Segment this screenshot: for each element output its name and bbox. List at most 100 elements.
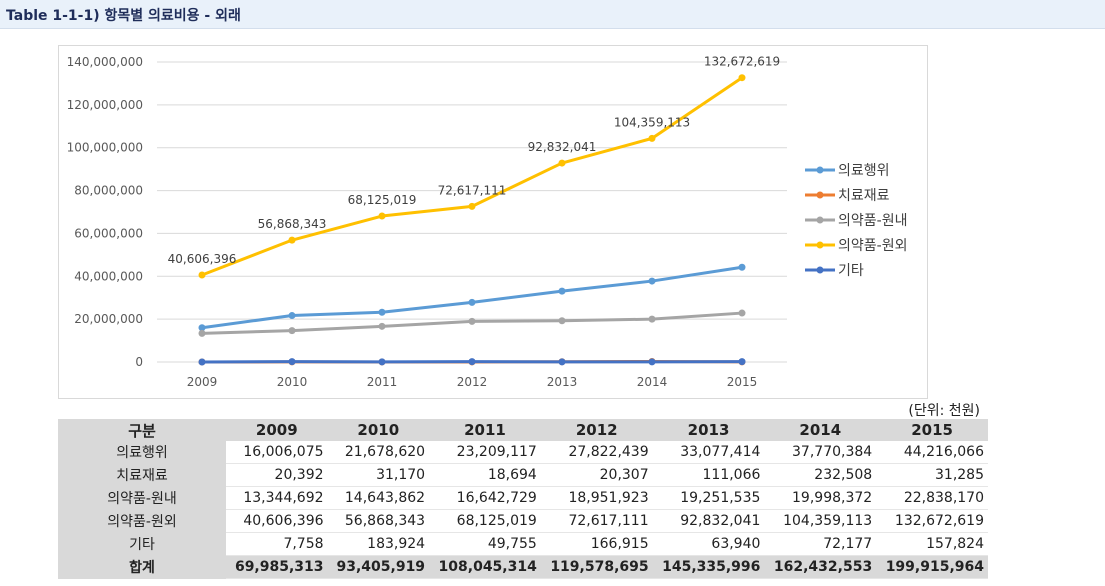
- legend-label: 의약품-원외: [838, 238, 907, 254]
- cell-value: 63,940: [652, 532, 765, 556]
- series-lines: [198, 74, 746, 366]
- cell-value: 20,307: [540, 463, 653, 487]
- data-point: [738, 358, 746, 366]
- data-point: [648, 277, 656, 285]
- data-point: [198, 324, 206, 332]
- header-year: 2009: [226, 419, 328, 441]
- data-point: [378, 322, 386, 330]
- data-point: [468, 202, 476, 210]
- data-label: 56,868,343: [258, 217, 327, 231]
- data-point: [198, 271, 206, 279]
- series-line: [201, 76, 743, 277]
- total-value: 145,335,996: [652, 555, 765, 579]
- total-label: 합계: [58, 555, 226, 579]
- data-point: [648, 358, 656, 366]
- cell-value: 68,125,019: [429, 509, 541, 533]
- header-category: 구분: [58, 419, 226, 441]
- cell-value: 33,077,414: [652, 441, 765, 464]
- data-label: 72,617,111: [438, 183, 507, 197]
- data-point: [288, 236, 296, 244]
- header-year: 2013: [652, 419, 765, 441]
- table-row: 의약품-원내 13,344,692 14,643,862 16,642,729 …: [58, 486, 988, 510]
- cell-value: 18,694: [429, 463, 541, 487]
- cell-value: 166,915: [540, 532, 653, 556]
- row-label: 의약품-원내: [58, 486, 226, 510]
- data-point: [198, 358, 206, 366]
- page-title: Table 1-1-1) 항목별 의료비용 - 외래: [6, 8, 241, 24]
- cell-value: 37,770,384: [764, 441, 877, 464]
- cell-value: 23,209,117: [429, 441, 541, 464]
- x-tick-label: 2013: [547, 375, 578, 389]
- table-header-row: 구분 2009 2010 2011 2012 2013 2014 2015: [58, 419, 988, 441]
- row-label: 의료행위: [58, 441, 226, 464]
- data-point: [558, 317, 566, 325]
- cell-value: 31,285: [876, 463, 988, 487]
- x-tick-label: 2010: [277, 375, 308, 389]
- total-value: 199,915,964: [876, 555, 988, 579]
- data-point: [558, 287, 566, 295]
- data-point: [738, 74, 746, 82]
- data-point: [738, 263, 746, 271]
- data-point: [558, 159, 566, 167]
- cell-value: 157,824: [876, 532, 988, 556]
- cell-value: 132,672,619: [876, 509, 988, 533]
- cell-value: 7,758: [226, 532, 328, 556]
- unit-note: (단위: 천원): [908, 403, 980, 419]
- table-row: 의료행위 16,006,075 21,678,620 23,209,117 27…: [58, 441, 988, 464]
- data-labels: 40,606,396 56,868,343 68,125,019 72,617,111…: [168, 55, 781, 266]
- y-tick-label: 40,000,000: [74, 269, 143, 283]
- cell-value: 16,642,729: [429, 486, 541, 510]
- y-tick-label: 120,000,000: [67, 98, 143, 112]
- cell-value: 21,678,620: [327, 441, 430, 464]
- y-axis: 0 20,000,000 40,000,000 60,000,000 80,000,00…: [67, 55, 143, 369]
- x-tick-label: 2014: [637, 375, 668, 389]
- legend-marker: [816, 241, 824, 249]
- data-point: [738, 309, 746, 317]
- cell-value: 31,170: [327, 463, 430, 487]
- header-year: 2011: [429, 419, 541, 441]
- x-tick-label: 2012: [457, 375, 488, 389]
- y-tick-label: 140,000,000: [67, 55, 143, 69]
- cell-value: 111,066: [652, 463, 765, 487]
- cell-value: 44,216,066: [876, 441, 988, 464]
- legend-marker: [816, 166, 824, 174]
- legend-label: 의료행위: [838, 163, 890, 179]
- cell-value: 104,359,113: [764, 509, 877, 533]
- data-point: [378, 308, 386, 316]
- table-row: 기타 7,758 183,924 49,755 166,915 63,940 7…: [58, 532, 988, 556]
- cell-value: 13,344,692: [226, 486, 328, 510]
- data-point: [648, 134, 656, 142]
- y-tick-label: 0: [135, 355, 143, 369]
- data-label: 104,359,113: [614, 115, 690, 129]
- legend-label: 의약품-원내: [838, 213, 907, 229]
- header-year: 2015: [876, 419, 988, 441]
- legend-marker: [816, 216, 824, 224]
- legend-marker: [816, 266, 824, 274]
- data-point: [288, 358, 296, 366]
- cell-value: 19,998,372: [764, 486, 877, 510]
- total-value: 69,985,313: [226, 555, 328, 579]
- table-row: 치료재료 20,392 31,170 18,694 20,307 111,066…: [58, 463, 988, 487]
- data-point: [468, 298, 476, 306]
- legend-marker: [816, 191, 824, 199]
- total-value: 108,045,314: [429, 555, 541, 579]
- total-value: 162,432,553: [764, 555, 877, 579]
- data-point: [468, 317, 476, 325]
- total-value: 119,578,695: [540, 555, 653, 579]
- data-point: [288, 312, 296, 320]
- chart-area: 0 20,000,000 40,000,000 60,000,000 80,000,00…: [58, 45, 928, 399]
- line-chart: 0 20,000,000 40,000,000 60,000,000 80,000,00…: [67, 55, 908, 389]
- table-total-row: 합계 69,985,313 93,405,919 108,045,314 119…: [58, 555, 988, 579]
- x-tick-label: 2011: [367, 375, 398, 389]
- cell-value: 40,606,396: [226, 509, 328, 533]
- y-tick-label: 60,000,000: [74, 226, 143, 240]
- x-axis: 2009 2010 2011 2012 2013 2014 2015: [187, 375, 758, 389]
- data-label: 132,672,619: [704, 55, 780, 69]
- cell-value: 72,177: [764, 532, 877, 556]
- header-year: 2014: [764, 419, 877, 441]
- data-point: [648, 315, 656, 323]
- y-tick-label: 20,000,000: [74, 312, 143, 326]
- data-point: [288, 327, 296, 335]
- cell-value: 18,951,923: [540, 486, 653, 510]
- cell-value: 22,838,170: [876, 486, 988, 510]
